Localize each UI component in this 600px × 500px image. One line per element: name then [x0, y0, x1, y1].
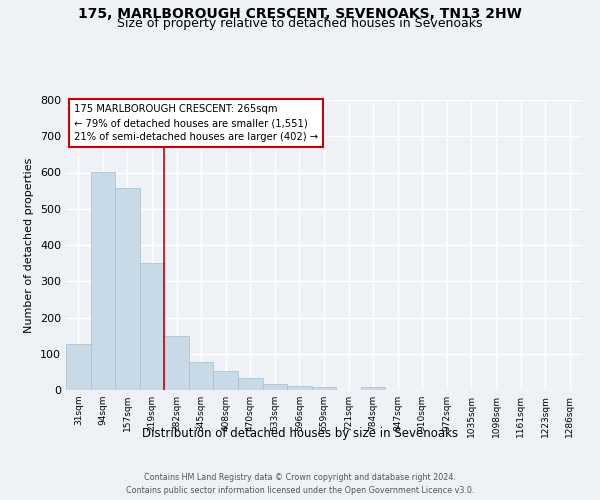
Y-axis label: Number of detached properties: Number of detached properties	[25, 158, 34, 332]
Text: Distribution of detached houses by size in Sevenoaks: Distribution of detached houses by size …	[142, 428, 458, 440]
Bar	[189, 362, 214, 390]
Bar	[66, 344, 91, 390]
Bar	[214, 371, 238, 390]
Text: 175 MARLBOROUGH CRESCENT: 265sqm
← 79% of detached houses are smaller (1,551)
21: 175 MARLBOROUGH CRESCENT: 265sqm ← 79% o…	[74, 104, 318, 142]
Bar	[115, 188, 140, 390]
Text: Contains HM Land Registry data © Crown copyright and database right 2024.
Contai: Contains HM Land Registry data © Crown c…	[126, 473, 474, 495]
Bar	[263, 384, 287, 390]
Bar	[361, 387, 385, 390]
Bar	[312, 386, 336, 390]
Text: 175, MARLBOROUGH CRESCENT, SEVENOAKS, TN13 2HW: 175, MARLBOROUGH CRESCENT, SEVENOAKS, TN…	[78, 8, 522, 22]
Text: Size of property relative to detached houses in Sevenoaks: Size of property relative to detached ho…	[117, 18, 483, 30]
Bar	[91, 172, 115, 390]
Bar	[140, 263, 164, 390]
Bar	[287, 386, 312, 390]
Bar	[164, 336, 189, 390]
Bar	[238, 378, 263, 390]
